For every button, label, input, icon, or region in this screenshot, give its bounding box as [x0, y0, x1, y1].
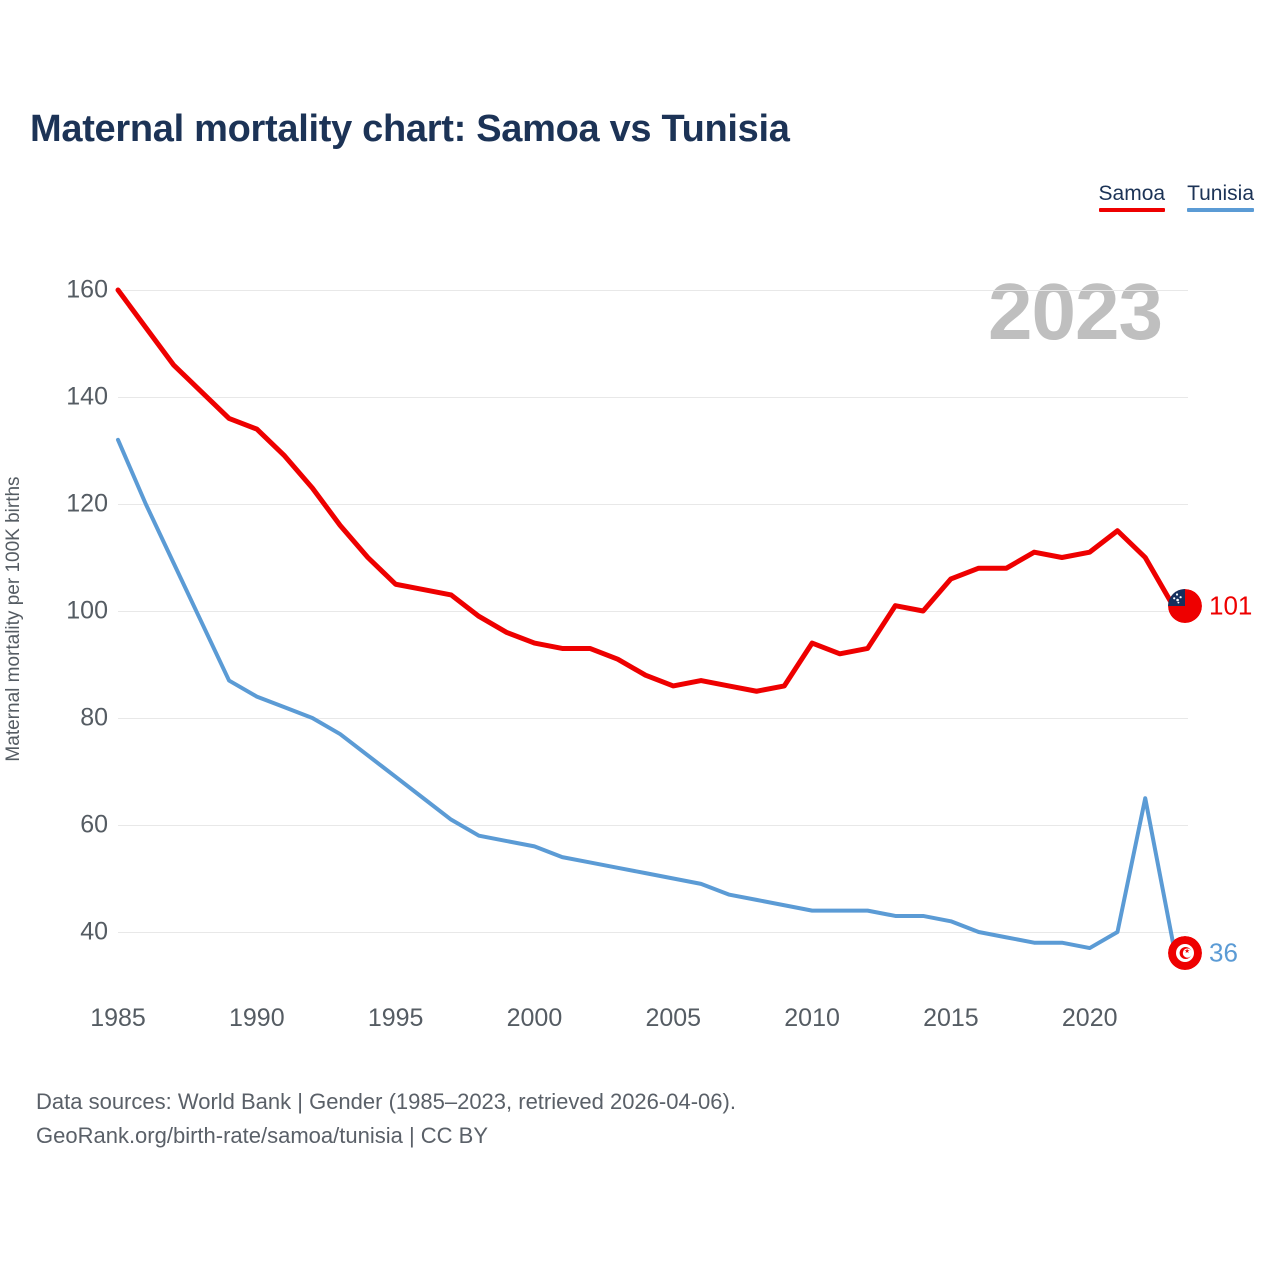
y-axis-tick-label: 60 [80, 810, 108, 839]
x-axis-tick-label: 1985 [90, 1004, 146, 1032]
tunisia-endpoint-value: 36 [1209, 937, 1238, 968]
series-line-samoa [115, 287, 1176, 694]
gridline [118, 825, 1188, 826]
footer-line-sources: Data sources: World Bank | Gender (1985–… [36, 1089, 736, 1114]
samoa-endpoint-value: 101 [1209, 590, 1253, 621]
x-axis-tick-label: 1995 [367, 1004, 424, 1032]
x-axis-tick-label: 2015 [923, 1004, 979, 1032]
y-axis-tick-label: 120 [66, 489, 108, 518]
gridline [118, 718, 1188, 719]
y-axis-tick-label: 40 [80, 917, 108, 946]
year-watermark: 2023 [988, 267, 1163, 356]
page-title: Maternal mortality chart: Samoa vs Tunis… [30, 108, 790, 150]
series-line-tunisia [116, 437, 1175, 951]
x-axis-tick-label: 2005 [645, 1004, 702, 1032]
footer: Data sources: World Bank | Gender (1985–… [36, 1085, 736, 1153]
legend-item-tunisia[interactable]: Tunisia [1187, 182, 1254, 213]
gridline [118, 932, 1188, 933]
y-axis-tick-label: 160 [66, 275, 108, 304]
y-axis-tick-label: 100 [66, 596, 108, 625]
gridline [118, 397, 1188, 398]
gridline [118, 611, 1188, 612]
x-axis-tick-label: 2010 [784, 1004, 840, 1032]
x-axis-tick-label: 2000 [506, 1004, 563, 1032]
legend-item-samoa[interactable]: Samoa [1098, 182, 1166, 213]
chart-legend: Samoa Tunisia [1098, 182, 1254, 213]
legend-swatch-samoa [1098, 208, 1166, 213]
footer-line-url: GeoRank.org/birth-rate/samoa/tunisia | C… [36, 1123, 489, 1149]
legend-swatch-tunisia [1187, 208, 1254, 213]
x-axis-tick-label: 1990 [229, 1004, 285, 1032]
y-axis-tick-label: 140 [66, 382, 108, 411]
x-axis-tick-label: 2020 [1061, 1004, 1118, 1032]
tunisia-flag-icon[interactable] [1168, 936, 1202, 971]
samoa-flag-icon[interactable] [1168, 588, 1202, 623]
gridline [118, 504, 1188, 505]
gridline [118, 290, 1188, 291]
y-axis-tick-label: 80 [80, 703, 108, 732]
legend-label-samoa: Samoa [1098, 182, 1166, 205]
legend-label-tunisia: Tunisia [1187, 182, 1254, 205]
